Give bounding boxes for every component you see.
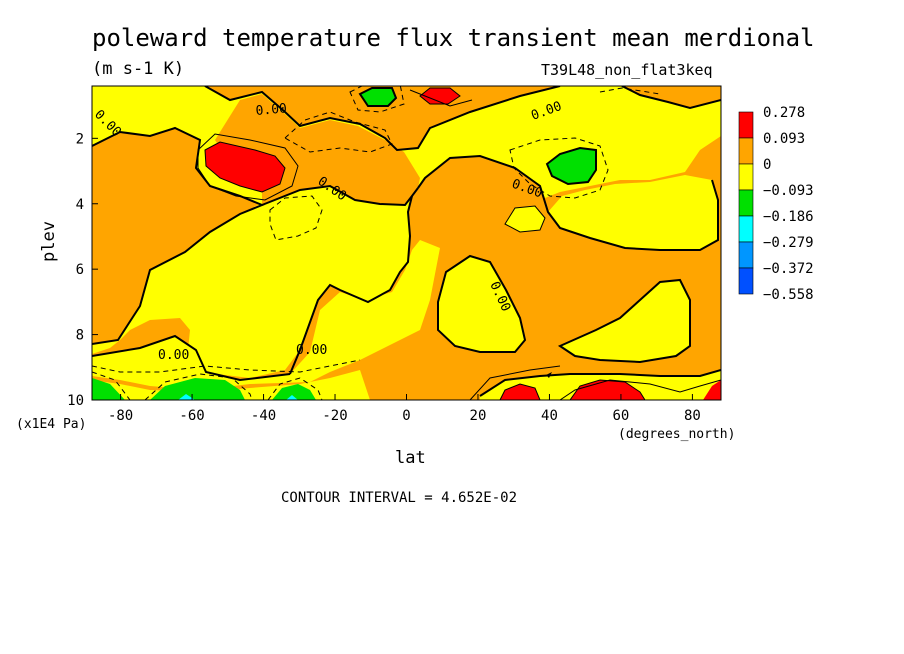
fill-negative xyxy=(92,378,125,400)
legend-swatch xyxy=(738,163,754,191)
legend-label: −0.558 xyxy=(763,287,814,303)
positive-contour-line xyxy=(504,205,546,233)
fill-strong-positive xyxy=(570,380,645,400)
fill-negative xyxy=(547,148,596,184)
x-tick-label: -20 xyxy=(322,408,347,424)
fill-zero-region xyxy=(560,280,690,362)
fill-strong-positive xyxy=(703,380,721,400)
zero-contours xyxy=(92,86,721,397)
positive-contour-line xyxy=(409,89,473,107)
x-tick-label: 0 xyxy=(402,408,410,424)
positive-contour-line xyxy=(559,379,721,400)
legend-swatch xyxy=(738,241,754,269)
legend-label: 0 xyxy=(763,157,771,173)
zero-contour-line xyxy=(92,334,291,382)
legend-label: −0.372 xyxy=(763,261,814,277)
fill-strong-positive xyxy=(420,88,460,104)
fill-strong-negative xyxy=(178,394,195,400)
legend-label: 0.093 xyxy=(763,131,805,147)
x-axis: -80 -60 -40 -20 0 20 40 60 80 xyxy=(108,394,701,424)
positive-contour-line xyxy=(499,383,541,400)
fill-negative xyxy=(360,88,396,106)
negative-contour-line xyxy=(92,359,361,373)
fill-negative xyxy=(150,378,245,400)
units-label: (m s-1 K) xyxy=(92,59,184,79)
fill-zero-region xyxy=(92,240,440,390)
legend-swatch xyxy=(738,137,754,165)
negative-contour-line xyxy=(509,137,609,199)
negative-contour-line xyxy=(599,87,661,95)
legend-label: −0.279 xyxy=(763,235,814,251)
x-tick-label: 80 xyxy=(684,408,701,424)
legend-label: −0.093 xyxy=(763,183,814,199)
legend-swatch xyxy=(738,111,754,139)
zero-contour-line xyxy=(437,254,527,353)
negative-contour-line xyxy=(284,111,393,153)
x-tick-label: -80 xyxy=(108,408,133,424)
positive-contour-line xyxy=(197,133,299,201)
y-tick-label: 8 xyxy=(76,328,84,344)
contour-value-label: 0.00 xyxy=(158,348,189,363)
contour-marker xyxy=(546,372,552,378)
chart-title: poleward temperature flux transient mean… xyxy=(92,24,814,52)
y-axis: 2 4 6 8 10 xyxy=(67,131,98,409)
x-tick-label: -60 xyxy=(179,408,204,424)
contour-field: 0.00 0.00 0.00 0.00 0.00 0.00 0.00 0.00 xyxy=(92,86,721,400)
zero-contour-line xyxy=(289,195,413,375)
legend-swatch xyxy=(738,267,754,295)
negative-contour-line xyxy=(144,373,253,400)
legend-swatch xyxy=(738,215,754,243)
zero-contour-line xyxy=(557,278,691,364)
fill-negative xyxy=(272,384,316,400)
y-axis-label: plev xyxy=(39,221,59,262)
fill-zero-region xyxy=(548,175,718,250)
legend-swatch xyxy=(738,189,754,217)
negative-contours xyxy=(92,86,661,400)
positive-contours xyxy=(197,87,721,400)
positive-contour-line xyxy=(419,87,461,105)
zero-contour-line xyxy=(417,154,719,251)
y-tick-label: 6 xyxy=(76,262,84,278)
color-legend: 0.278 0.093 0 −0.093 −0.186 −0.279 −0.372 −0.55… xyxy=(738,105,814,303)
zero-contour-line xyxy=(204,86,561,152)
contour-interval-note: CONTOUR INTERVAL = 4.652E-02 xyxy=(281,490,517,506)
legend-label: −0.186 xyxy=(763,209,814,225)
fill-strong-negative xyxy=(286,395,298,400)
positive-contour-line xyxy=(204,141,286,193)
fill-zero-region xyxy=(505,206,545,232)
dataset-label: T39L48_non_flat3keq xyxy=(541,61,713,79)
y-tick-label: 2 xyxy=(76,131,84,147)
contour-value-label: 0.00 xyxy=(296,343,327,358)
zero-contour-line xyxy=(621,86,721,110)
negative-contour-line xyxy=(269,195,323,241)
fill-positive-region xyxy=(92,128,260,344)
x-axis-units: (degrees_north) xyxy=(618,427,735,442)
x-tick-label: 60 xyxy=(613,408,630,424)
x-axis-label: lat xyxy=(395,448,426,468)
zero-contour-line xyxy=(545,146,597,186)
fill-zero-region xyxy=(438,256,525,352)
y-tick-label: 4 xyxy=(76,197,84,213)
positive-contour-line xyxy=(469,365,561,400)
y-tick-label: 10 xyxy=(67,393,84,409)
x-tick-label: 40 xyxy=(541,408,558,424)
negative-contour-line xyxy=(349,86,405,113)
zero-contour-line xyxy=(479,369,721,397)
zero-contour-line xyxy=(358,87,398,107)
legend-label: 0.278 xyxy=(763,105,805,121)
y-axis-units: (x1E4 Pa) xyxy=(16,417,86,432)
positive-contour-line xyxy=(569,379,646,400)
x-tick-label: -40 xyxy=(251,408,276,424)
contour-value-label: 0.00 xyxy=(255,101,288,119)
x-tick-label: 20 xyxy=(470,408,487,424)
negative-contour-line xyxy=(267,377,323,400)
zero-contour-line xyxy=(92,126,265,345)
